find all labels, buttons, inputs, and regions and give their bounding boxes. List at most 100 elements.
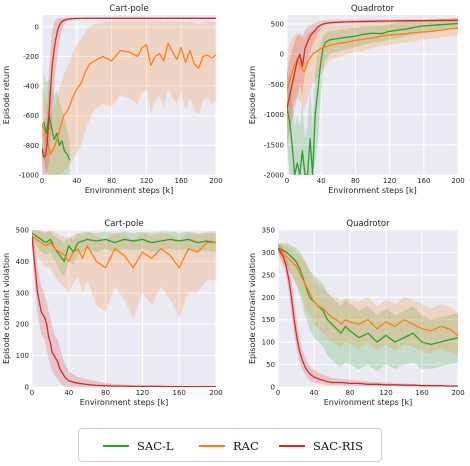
y-tick-label: 150	[262, 316, 275, 324]
x-tick-label: 80	[351, 177, 360, 185]
y-tick-label: 100	[262, 339, 275, 347]
chart-title: Quadrotor	[346, 219, 390, 229]
y-tick-label: -800	[23, 142, 39, 150]
y-tick-label: -2000	[264, 172, 284, 180]
y-tick-label: 400	[16, 258, 29, 266]
x-axis-label: Environment steps [k]	[328, 186, 417, 195]
legend-swatch-sac-ris	[279, 445, 305, 447]
series-group	[278, 243, 458, 387]
y-tick-label: -500	[268, 81, 284, 89]
chart-title: Cart-pole	[109, 4, 148, 14]
x-tick-label: 200	[451, 177, 464, 185]
legend-swatch-sac-l	[103, 445, 129, 447]
x-tick-label: 40	[317, 177, 326, 185]
legend-swatch-rac	[199, 445, 225, 447]
x-tick-label: 120	[136, 389, 149, 397]
y-tick-label: 50	[266, 361, 275, 369]
x-tick-label: 200	[451, 389, 464, 397]
x-tick-label: 40	[64, 389, 73, 397]
x-tick-label: 40	[310, 389, 319, 397]
legend-label-rac: RAC	[233, 439, 259, 453]
series-line-sac-l	[287, 22, 458, 175]
y-tick-label: 200	[16, 321, 29, 329]
series-group	[287, 18, 458, 175]
y-tick-label: 500	[271, 21, 284, 29]
x-axis-label: Environment steps [k]	[324, 398, 413, 407]
x-tick-label: 200	[209, 389, 222, 397]
y-tick-label: 0	[25, 384, 29, 392]
x-tick-label: 40	[72, 177, 81, 185]
x-tick-label: 120	[383, 177, 396, 185]
band-rac	[42, 20, 216, 175]
y-axis-label: Episode constraint violation	[248, 253, 257, 364]
series-line-rac	[32, 235, 216, 269]
y-tick-label: 500	[16, 227, 29, 235]
y-tick-label: 0	[280, 51, 284, 59]
band-sac-l	[278, 243, 458, 372]
series-line-rac	[278, 247, 458, 336]
band-rac	[278, 243, 458, 356]
x-tick-label: 120	[140, 177, 153, 185]
y-tick-label: 200	[262, 294, 275, 302]
x-tick-label: 120	[379, 389, 392, 397]
series-line-sac-ris	[32, 236, 216, 387]
plot-area	[42, 15, 216, 175]
chart-panel-3: 0 40 80 120 160 200 0 100 200 300 400 500 Cart-pole E…	[2, 219, 223, 407]
y-axis-label: Episode return	[2, 66, 11, 124]
x-tick-label: 200	[209, 177, 222, 185]
x-tick-label: 0	[276, 389, 280, 397]
y-tick-label: -1500	[264, 141, 284, 149]
chart-panel-1: 0 40 80 120 160 200 0 -200 -400 -600 -800 -1000 Cart…	[2, 4, 223, 195]
legend-item-sac-l: SAC-L	[103, 439, 174, 453]
series-line-sac-ris	[42, 17, 216, 158]
chart-title: Quadrotor	[351, 4, 395, 14]
series-line-sac-ris	[278, 247, 458, 387]
legend-label-sac-l: SAC-L	[137, 439, 174, 453]
x-tick-label: 80	[107, 177, 116, 185]
chart-panel-4: 0 40 80 120 160 200 0 50 100 150 200 250 300 350 Quadr…	[248, 219, 465, 407]
series-group	[42, 17, 216, 175]
x-axis-label: Environment steps [k]	[85, 186, 174, 195]
y-tick-label: -200	[23, 53, 39, 61]
y-tick-label: 300	[262, 249, 275, 257]
y-tick-label: -600	[23, 112, 39, 120]
y-tick-label: -1000	[19, 172, 39, 180]
series-line-sac-l	[32, 232, 216, 263]
x-tick-label: 80	[101, 389, 110, 397]
band-sac-l	[32, 230, 216, 278]
series-line-rac	[42, 42, 216, 155]
series-line-sac-ris	[287, 19, 458, 109]
chart-title: Cart-pole	[104, 219, 143, 229]
plot-area	[287, 15, 458, 175]
band-sac-ris	[42, 18, 216, 175]
legend-item-rac: RAC	[199, 439, 259, 453]
x-axis-label: Environment steps [k]	[80, 398, 169, 407]
y-tick-label: 100	[16, 352, 29, 360]
x-tick-label: 80	[346, 389, 355, 397]
band-rac	[32, 230, 216, 318]
y-axis-label: Episode return	[248, 66, 257, 124]
y-tick-label: 350	[262, 227, 275, 235]
x-tick-label: 0	[40, 177, 44, 185]
series-group	[32, 230, 216, 387]
series-line-rac	[287, 27, 458, 91]
x-tick-label: 160	[173, 389, 186, 397]
legend: SAC-L RAC SAC-RIS	[78, 428, 382, 462]
series-line-sac-l	[278, 247, 458, 346]
x-tick-label: 0	[285, 177, 289, 185]
y-tick-label: 250	[262, 271, 275, 279]
legend-label-sac-ris: SAC-RIS	[313, 439, 363, 453]
y-tick-label: 0	[35, 23, 39, 31]
band-sac-l	[287, 18, 458, 175]
plot-area	[278, 230, 458, 387]
legend-item-sac-ris: SAC-RIS	[279, 439, 363, 453]
x-tick-label: 0	[30, 389, 34, 397]
x-tick-label: 160	[417, 177, 430, 185]
y-tick-label: 0	[271, 384, 275, 392]
y-tick-label: -400	[23, 83, 39, 91]
chart-panel-2: 0 40 80 120 160 200 500 0 -500 -1000 -1500 -2000 Qua…	[248, 4, 465, 195]
x-tick-label: 160	[415, 389, 428, 397]
y-tick-label: -1000	[264, 111, 284, 119]
x-tick-label: 160	[175, 177, 188, 185]
